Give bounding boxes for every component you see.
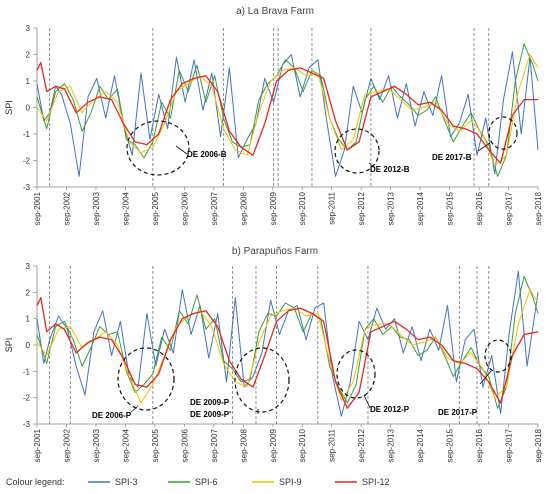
y-axis-label: SPI (4, 100, 14, 115)
legend-label: SPI-9 (279, 477, 302, 487)
x-tick-label: sep-2003 (92, 191, 101, 225)
drought-event-circle (336, 349, 376, 399)
annotation-label: DE 2017-B (432, 153, 472, 162)
y-tick-label: -3 (23, 420, 31, 429)
series-line-spi-12 (36, 296, 539, 409)
legend-label: SPI-3 (115, 477, 138, 487)
annotation-label: DE 2009-P' (190, 410, 231, 419)
drought-event-circle (488, 116, 518, 150)
annotation-leader (363, 394, 371, 409)
drought-event-circle (234, 347, 290, 413)
x-tick-label: sep-2003 (92, 428, 101, 462)
y-tick-label: 2 (26, 288, 31, 297)
x-tick-label: sep-2004 (121, 191, 130, 225)
y-tick-label: -1 (23, 367, 31, 376)
annotation-label: DE 2012-P (370, 405, 410, 414)
annotation-label: DE 2009-P (190, 398, 230, 407)
y-tick-label: 0 (26, 341, 31, 350)
x-tick-label: sep-2013 (387, 191, 396, 225)
x-tick-label: sep-2004 (121, 428, 130, 462)
x-tick-label: sep-2012 (357, 191, 366, 225)
x-tick-label: sep-2014 (416, 428, 425, 462)
y-tick-label: 3 (26, 24, 31, 33)
x-tick-label: sep-2011 (328, 191, 337, 224)
legend-title: Colour legend: (6, 477, 65, 487)
drought-event-circle (117, 347, 175, 411)
x-tick-label: sep-2006 (180, 191, 189, 225)
x-tick-label: sep-2015 (446, 428, 455, 462)
y-axis-label: SPI (4, 338, 14, 353)
series-line-spi-6 (36, 276, 539, 409)
x-tick-label: sep-2007 (210, 191, 219, 225)
chart-title: a) La Brava Farm (236, 6, 314, 17)
x-tick-label: sep-2010 (298, 191, 307, 225)
chart-title: b) Parapuños Farm (232, 246, 318, 257)
x-tick-label: sep-2009 (269, 191, 278, 225)
x-tick-label: sep-2018 (534, 191, 543, 225)
x-tick-label: sep-2017 (505, 191, 514, 225)
series-line-spi-12 (36, 61, 538, 164)
annotation-leader (477, 142, 491, 152)
drought-event-circle (126, 120, 190, 176)
x-tick-label: sep-2010 (298, 428, 307, 462)
y-tick-label: -1 (23, 130, 31, 139)
annotation-leader (175, 145, 188, 155)
x-tick-label: sep-2016 (475, 191, 484, 225)
annotation-label: DE 2006-B (187, 150, 227, 159)
x-tick-label: sep-2013 (387, 428, 396, 462)
y-tick-label: 3 (26, 262, 31, 271)
series-line-spi-3 (36, 270, 539, 417)
legend-label: SPI-12 (362, 477, 390, 487)
x-tick-label: sep-2014 (416, 191, 425, 225)
annotation-leader (129, 405, 139, 414)
series-line-spi-6 (36, 43, 539, 177)
annotation-label: DE 2012-B (370, 165, 410, 174)
x-tick-label: sep-2002 (62, 191, 71, 225)
x-tick-label: sep-2005 (151, 191, 160, 225)
y-tick-label: 2 (26, 51, 31, 60)
x-tick-label: sep-2008 (239, 191, 248, 225)
x-tick-label: sep-2012 (357, 428, 366, 462)
y-tick-label: -3 (23, 183, 31, 192)
x-tick-label: sep-2009 (269, 428, 278, 462)
drought-event-circle (484, 339, 512, 373)
legend-label: SPI-6 (195, 477, 218, 487)
annotation-label: DE 2017-P (438, 408, 478, 417)
series-line-spi-9 (36, 289, 539, 404)
y-tick-label: 0 (26, 104, 31, 113)
x-tick-label: sep-2001 (33, 191, 42, 225)
annotation-label: DE 2006-P (92, 411, 132, 420)
x-tick-label: sep-2007 (210, 428, 219, 462)
x-tick-label: sep-2018 (534, 428, 543, 462)
series-line-spi-9 (36, 54, 539, 167)
x-tick-label: sep-2015 (446, 191, 455, 225)
y-tick-label: 1 (26, 315, 31, 324)
annotation-leader (479, 369, 493, 385)
x-tick-label: sep-2001 (33, 428, 42, 462)
x-tick-label: sep-2011 (328, 428, 337, 461)
x-tick-label: sep-2005 (151, 428, 160, 462)
y-tick-label: 1 (26, 77, 31, 86)
x-tick-label: sep-2016 (475, 428, 484, 462)
drought-event-circle (334, 128, 380, 174)
y-tick-label: -2 (23, 394, 31, 403)
y-tick-label: -2 (23, 157, 31, 166)
x-tick-label: sep-2017 (505, 428, 514, 462)
annotation-leader (368, 162, 376, 169)
x-tick-label: sep-2002 (62, 428, 71, 462)
legend: Colour legend: SPI-3 SPI-6 SPI-9 SPI-12 (6, 477, 390, 487)
x-tick-label: sep-2008 (239, 428, 248, 462)
x-tick-label: sep-2006 (180, 428, 189, 462)
